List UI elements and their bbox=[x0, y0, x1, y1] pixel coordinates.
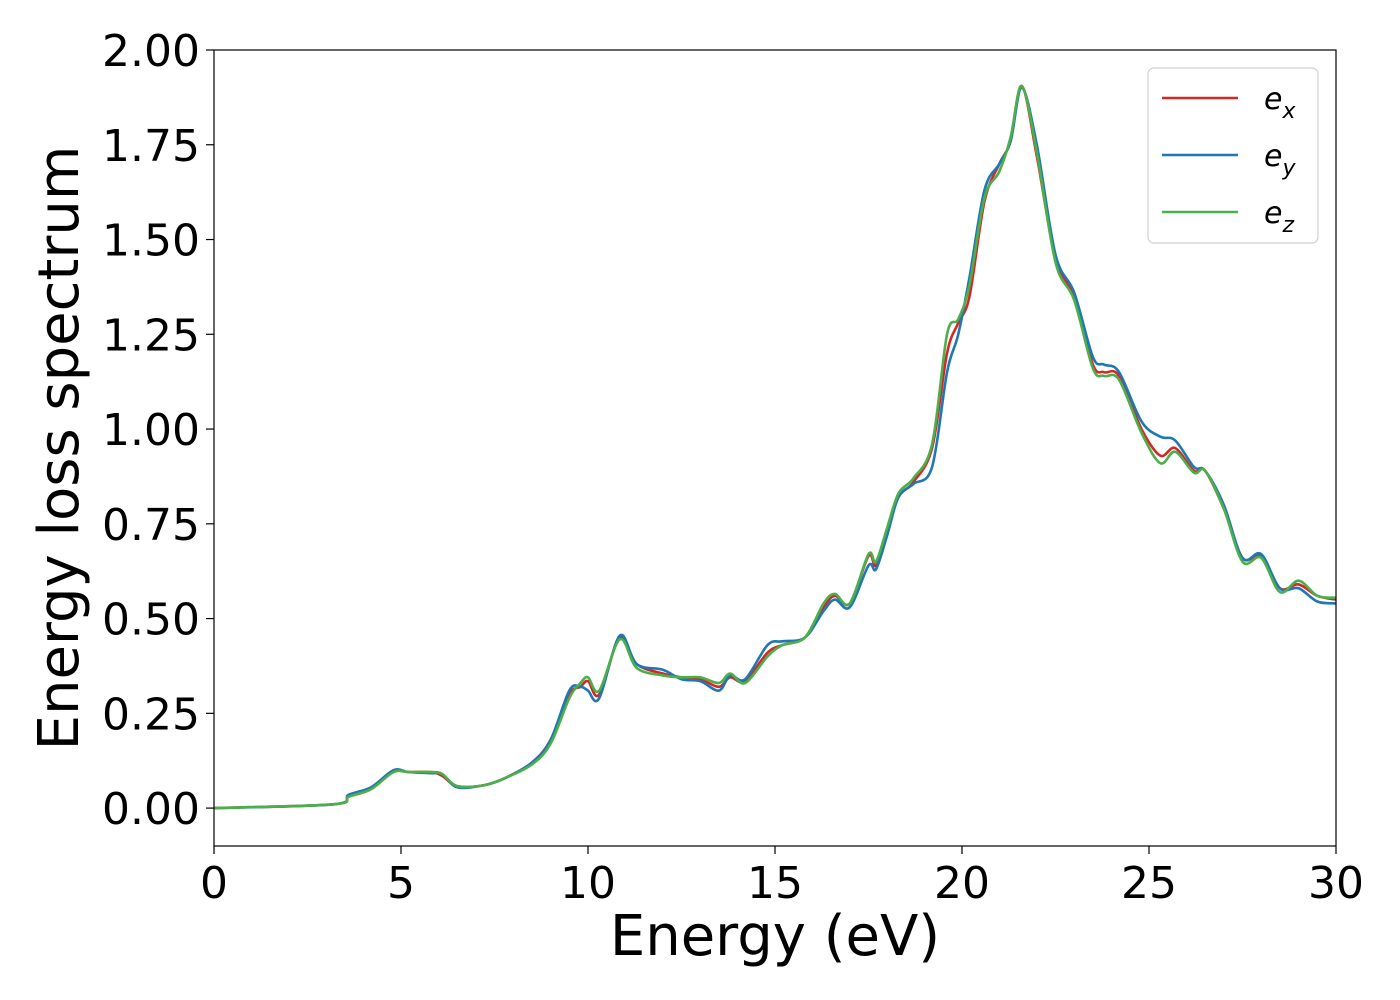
legend-label-x: ex bbox=[1264, 82, 1296, 124]
x-tick-label: 25 bbox=[1121, 858, 1177, 909]
x-axis-label: Energy (eV) bbox=[610, 904, 940, 969]
y-tick-label: 0.50 bbox=[102, 595, 200, 646]
x-tick-label: 30 bbox=[1308, 858, 1364, 909]
legend-label-y: ey bbox=[1264, 139, 1296, 181]
legend-label-base: e bbox=[1264, 196, 1282, 231]
legend-label-subscript: z bbox=[1281, 213, 1294, 238]
legend-label-base: e bbox=[1264, 82, 1282, 117]
series-line-z bbox=[214, 84, 1336, 810]
x-axis-ticks: 0 5 10 15 20 25 30 bbox=[200, 846, 1364, 909]
y-tick-label: 0.00 bbox=[102, 784, 200, 835]
legend-label-subscript: y bbox=[1281, 156, 1296, 181]
y-tick-label: 1.75 bbox=[102, 121, 200, 172]
y-tick-label: 1.50 bbox=[102, 216, 200, 267]
series-layer bbox=[214, 84, 1336, 810]
legend-label-base: e bbox=[1264, 139, 1282, 174]
y-tick-label: 0.75 bbox=[102, 500, 200, 551]
y-tick-label: 2.00 bbox=[102, 26, 200, 77]
y-tick-label: 1.25 bbox=[102, 310, 200, 361]
y-tick-label: 1.00 bbox=[102, 405, 200, 456]
y-axis-ticks: 0.00 0.25 0.50 0.75 1.00 1.25 1.50 1.75 2.00 bbox=[102, 26, 214, 835]
legend-label-z: ez bbox=[1264, 196, 1294, 238]
x-tick-label: 10 bbox=[560, 858, 616, 909]
y-tick-label: 0.25 bbox=[102, 689, 200, 740]
x-tick-label: 20 bbox=[934, 858, 990, 909]
x-tick-label: 15 bbox=[747, 858, 803, 909]
x-tick-label: 0 bbox=[200, 858, 228, 909]
legend-label-subscript: x bbox=[1281, 99, 1296, 124]
x-tick-label: 5 bbox=[387, 858, 415, 909]
y-axis-label: Energy loss spectrum bbox=[27, 146, 92, 751]
